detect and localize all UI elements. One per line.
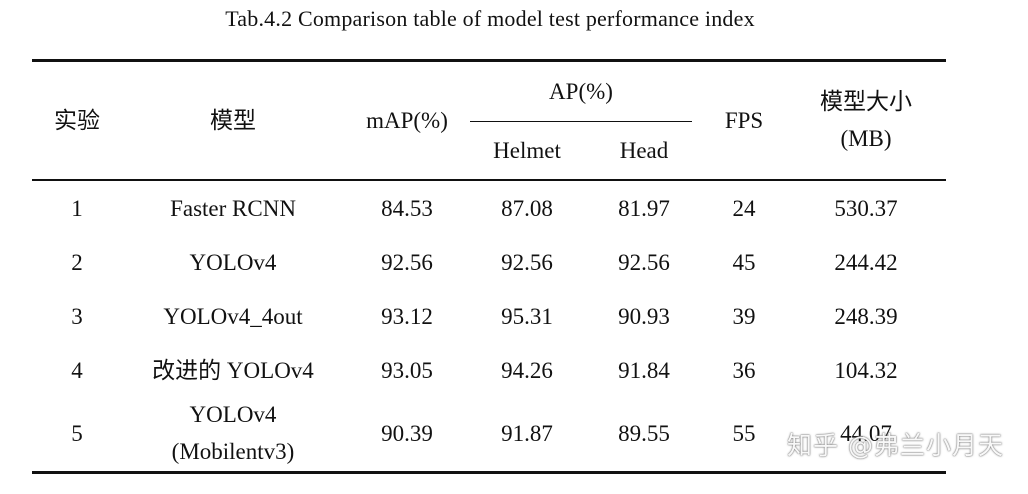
row4-size: 104.32 [834,358,898,384]
header-size: 模型大小 (MB) [796,62,936,179]
row2-helmet: 92.56 [501,250,553,276]
row5-model-line2: (Mobilentv3) [171,439,295,464]
table-title: Tab.4.2 Comparison table of model test p… [225,6,755,31]
row2-model: YOLOv4 [189,250,277,276]
row3-model: YOLOv4_4out [163,304,303,330]
row1-fps: 24 [732,196,756,222]
row2-exp: 2 [71,250,83,276]
row3-size: 248.39 [834,304,898,330]
row2-fps: 45 [732,250,756,276]
row5-exp: 5 [71,421,83,447]
top-rule [32,59,946,62]
row5-model: YOLOv4 (Mobilentv3) [122,398,344,470]
bottom-rule [32,471,946,474]
row1-helmet: 87.08 [501,196,553,222]
row3-helmet: 95.31 [501,304,553,330]
header-helmet: Helmet [493,137,561,163]
header-ap: AP(%) [549,78,613,104]
row4-helmet: 94.26 [501,358,553,384]
header-size-line2: (MB) [840,125,892,151]
row1-map: 84.53 [381,196,433,222]
row4-exp: 4 [71,358,83,384]
row4-fps: 36 [732,358,756,384]
row2-map: 92.56 [381,250,433,276]
row4-model: 改进的 YOLOv4 [152,358,314,384]
row4-map: 93.05 [381,358,433,384]
row5-fps: 55 [732,421,756,447]
header-rule [32,179,946,181]
row3-fps: 39 [732,304,756,330]
watermark: 知乎 @弗兰小月天 [787,431,1004,460]
row1-size: 530.37 [834,196,898,222]
row2-head: 92.56 [618,250,670,276]
row5-model-line1: YOLOv4 [189,402,277,428]
header-size-line1: 模型大小 [820,88,912,114]
header-head: Head [619,137,669,163]
header-map: mAP(%) [366,107,448,133]
ap-group-rule [470,121,692,123]
header-model: 模型 [210,107,256,133]
row3-head: 90.93 [618,304,670,330]
row5-helmet: 91.87 [501,421,553,447]
row5-head: 89.55 [618,421,670,447]
row1-exp: 1 [71,196,83,222]
row5-map: 90.39 [381,421,433,447]
header-fps: FPS [724,107,764,133]
row1-model: Faster RCNN [170,196,296,222]
row1-head: 81.97 [618,196,670,222]
header-exp: 实验 [54,107,100,133]
row5-size: 44.07 [840,421,892,447]
row4-head: 91.84 [618,358,670,384]
row3-exp: 3 [71,304,83,330]
row3-map: 93.12 [381,304,433,330]
row2-size: 244.42 [834,250,898,276]
